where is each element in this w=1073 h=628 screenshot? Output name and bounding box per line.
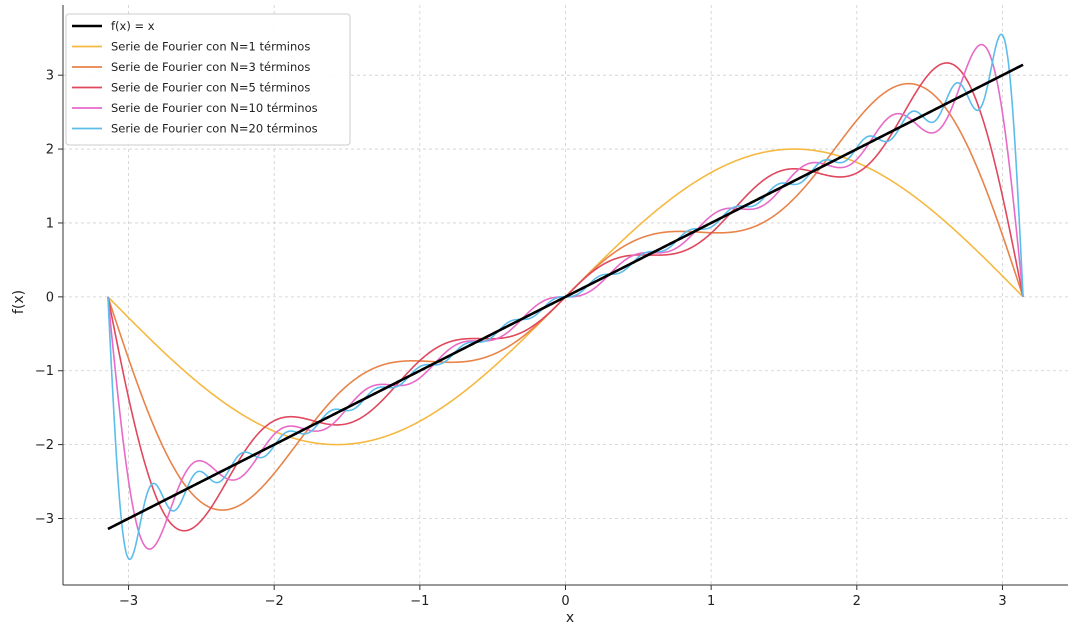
- y-tick-label: −3: [35, 512, 54, 527]
- x-tick-label: −1: [410, 594, 429, 609]
- y-axis-label: f(x): [11, 290, 27, 314]
- legend-label: Serie de Fourier con N=3 términos: [111, 60, 310, 74]
- plot-lines: [107, 33, 1024, 561]
- x-tick-label: 1: [707, 594, 715, 609]
- legend-label: Serie de Fourier con N=1 términos: [111, 40, 310, 54]
- series-line-identity: [107, 63, 1024, 531]
- legend-box: [65, 13, 351, 146]
- y-tick-label: −2: [35, 438, 54, 453]
- legend-label: f(x) = x: [111, 19, 155, 33]
- ticks: −3 −2 −1 0 1 2 3 −3 −2 −1 0 1 2 3: [35, 69, 1007, 609]
- x-tick-label: −2: [265, 594, 284, 609]
- x-axis-label: x: [566, 610, 574, 626]
- x-tick-label: 2: [853, 594, 861, 609]
- y-tick-label: 3: [46, 69, 54, 84]
- legend-label: Serie de Fourier con N=20 términos: [111, 122, 318, 136]
- x-tick-label: −3: [119, 594, 138, 609]
- y-tick-label: −1: [35, 364, 54, 379]
- y-tick-label: 1: [46, 216, 54, 231]
- y-tick-label: 0: [46, 290, 54, 305]
- x-tick-label: 3: [998, 594, 1006, 609]
- legend-label: Serie de Fourier con N=10 términos: [111, 101, 318, 115]
- x-tick-label: 0: [561, 594, 569, 609]
- y-tick-label: 2: [46, 143, 54, 158]
- legend-label: Serie de Fourier con N=5 términos: [111, 81, 310, 95]
- legend: f(x) = x Serie de Fourier con N=1 término…: [65, 13, 351, 146]
